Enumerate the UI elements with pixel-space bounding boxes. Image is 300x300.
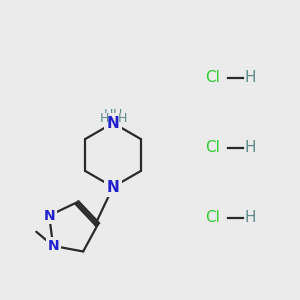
Text: Cl: Cl bbox=[205, 70, 220, 86]
Text: H: H bbox=[245, 70, 256, 86]
Text: N: N bbox=[47, 239, 59, 253]
Text: N: N bbox=[106, 116, 119, 130]
Text: Cl: Cl bbox=[205, 211, 220, 226]
Text: Cl: Cl bbox=[205, 140, 220, 155]
Text: H: H bbox=[113, 109, 122, 122]
Text: H: H bbox=[245, 211, 256, 226]
Text: N: N bbox=[106, 179, 119, 194]
Text: N: N bbox=[44, 208, 55, 223]
Text: H: H bbox=[245, 140, 256, 155]
Text: H: H bbox=[103, 109, 113, 122]
Text: H: H bbox=[117, 112, 127, 124]
Text: H: H bbox=[99, 112, 109, 124]
